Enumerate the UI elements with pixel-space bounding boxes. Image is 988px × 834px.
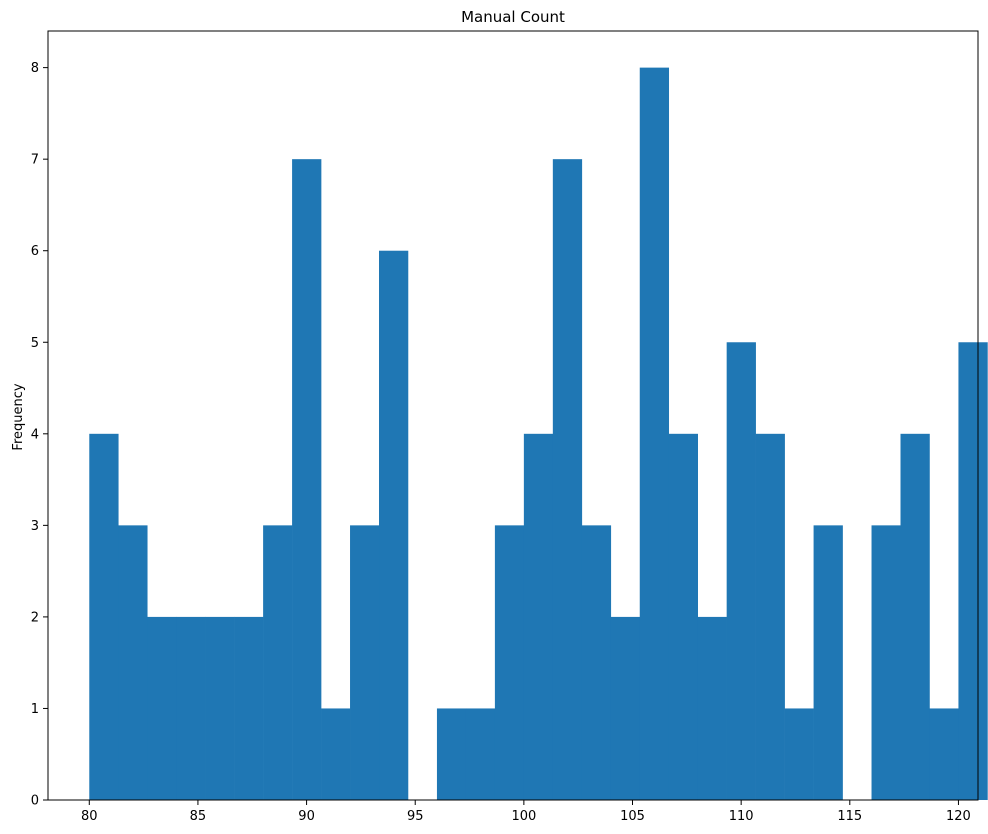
histogram-bar xyxy=(813,525,843,800)
histogram-bar xyxy=(147,616,177,800)
x-tick-label: 110 xyxy=(729,809,754,824)
histogram-bar xyxy=(929,708,959,800)
x-tick-label: 115 xyxy=(837,809,862,824)
histogram-bar xyxy=(292,159,322,800)
x-tick-label: 120 xyxy=(946,809,971,824)
y-tick-label: 1 xyxy=(31,702,39,717)
histogram-bar xyxy=(668,433,698,800)
x-tick-label: 90 xyxy=(298,809,315,824)
y-tick-label: 2 xyxy=(31,610,39,625)
histogram-bar xyxy=(900,433,930,800)
histogram-bar xyxy=(436,708,467,800)
histogram-bar xyxy=(958,342,988,800)
bars-group xyxy=(89,67,988,801)
histogram-bar xyxy=(726,342,756,800)
histogram-bar xyxy=(784,708,814,800)
histogram-bar xyxy=(755,433,785,800)
y-axis-label: Frequency xyxy=(11,383,26,450)
histogram-bar xyxy=(581,525,612,800)
y-tick-label: 3 xyxy=(31,519,39,534)
x-tick-label: 85 xyxy=(190,809,207,824)
y-tick-label: 8 xyxy=(31,61,39,76)
x-tick-label: 100 xyxy=(511,809,536,824)
histogram-bar xyxy=(263,525,293,800)
x-tick-label: 105 xyxy=(620,809,645,824)
histogram-bar xyxy=(321,708,351,800)
y-tick-label: 0 xyxy=(31,794,39,809)
histogram-bar xyxy=(523,433,554,800)
histogram-bar xyxy=(639,67,670,801)
x-tick-label: 80 xyxy=(81,809,98,824)
histogram-bar xyxy=(871,525,901,800)
y-axis-ticks: 0 1 2 3 4 5 6 7 8 xyxy=(31,61,48,809)
x-axis-ticks: 80 85 90 95 100 105 110 115 120 xyxy=(81,800,971,824)
histogram-bar xyxy=(552,159,583,800)
histogram-bar xyxy=(465,708,496,800)
y-tick-label: 5 xyxy=(31,336,39,351)
chart-title: Manual Count xyxy=(461,8,565,26)
histogram-bar xyxy=(494,525,525,800)
histogram-bar xyxy=(697,616,727,800)
histogram-bar xyxy=(610,616,641,800)
histogram-bar xyxy=(89,433,119,800)
histogram-bar xyxy=(176,616,206,800)
plot-frame xyxy=(47,30,979,801)
x-tick-label: 95 xyxy=(407,809,424,824)
histogram-bar xyxy=(205,616,235,800)
histogram-bar xyxy=(118,525,148,800)
histogram-bar xyxy=(379,250,409,800)
y-tick-label: 6 xyxy=(31,244,39,259)
y-tick-label: 4 xyxy=(31,427,39,442)
histogram-bar xyxy=(234,616,264,800)
histogram-bar xyxy=(350,525,380,800)
y-tick-label: 7 xyxy=(31,153,39,168)
